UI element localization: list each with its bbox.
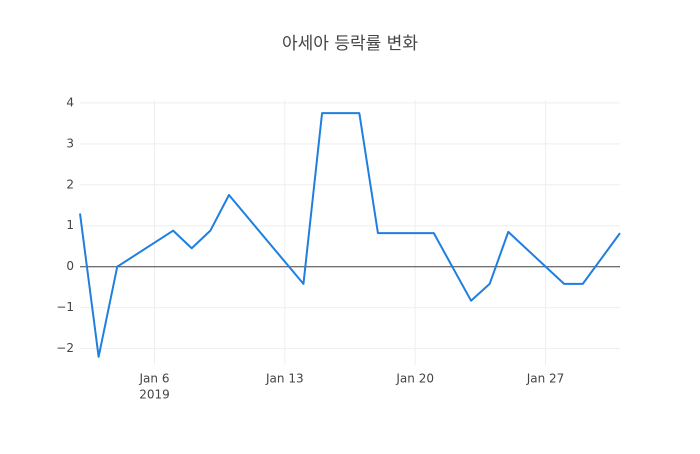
x-tick-label: Jan 13 — [265, 372, 304, 386]
x-tick-label: Jan 6 — [139, 372, 170, 386]
x-tick-label: Jan 20 — [395, 372, 434, 386]
y-tick-label: 0 — [66, 259, 74, 273]
y-tick-label: 2 — [66, 177, 74, 191]
chart-title: 아세아 등락률 변화 — [282, 34, 418, 54]
y-tick-label: −1 — [56, 300, 74, 314]
x-tick-label: Jan 27 — [526, 372, 565, 386]
x-tick-year: 2019 — [139, 388, 170, 402]
y-tick-label: 3 — [66, 136, 74, 150]
y-tick-label: 4 — [66, 95, 74, 109]
y-tick-label: −2 — [56, 341, 74, 355]
y-tick-label: 1 — [66, 218, 74, 232]
line-series — [79, 112, 621, 358]
